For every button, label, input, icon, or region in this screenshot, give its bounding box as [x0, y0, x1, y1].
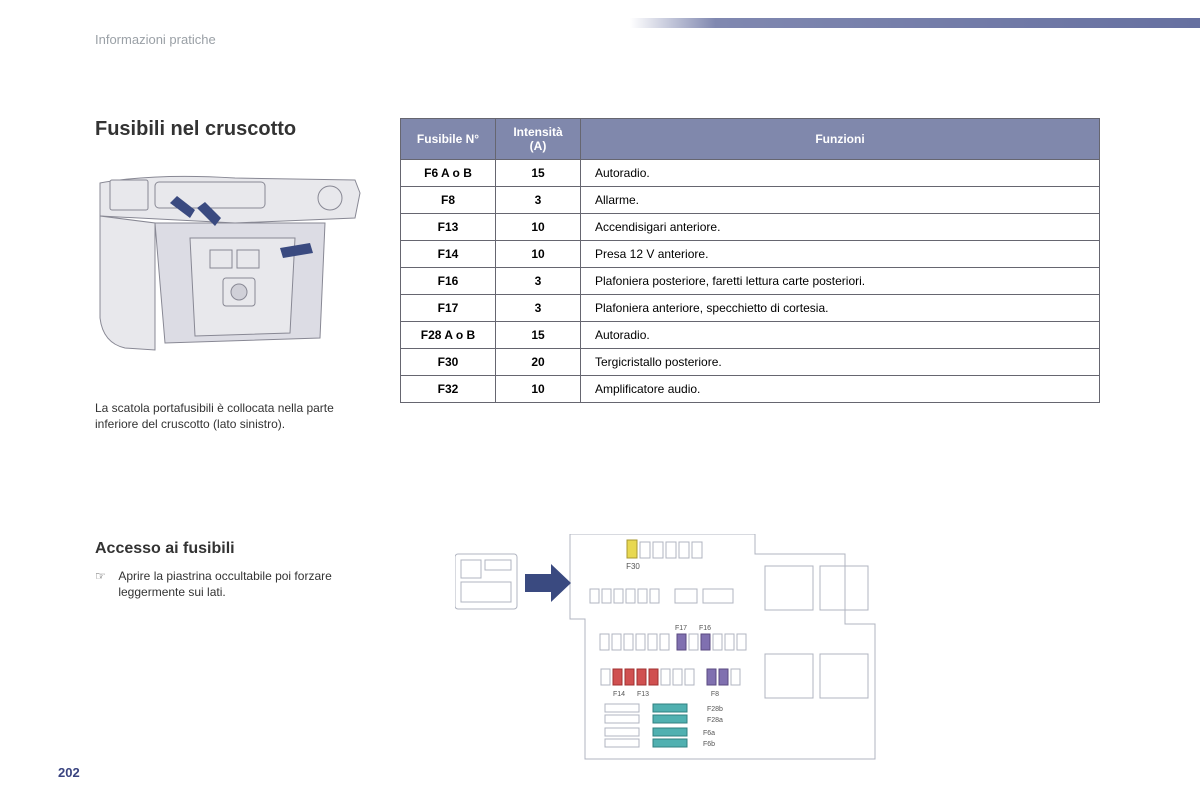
cell-intensity: 3 — [496, 295, 581, 322]
cell-function: Amplificatore audio. — [581, 376, 1100, 403]
header-accent-bar — [630, 18, 1200, 28]
cell-fuse: F30 — [401, 349, 496, 376]
svg-text:F30: F30 — [626, 562, 640, 571]
svg-text:F16: F16 — [699, 625, 711, 632]
cell-fuse: F13 — [401, 214, 496, 241]
th-fuse: Fusibile N° — [401, 119, 496, 160]
svg-text:F17: F17 — [675, 625, 687, 632]
cell-intensity: 10 — [496, 214, 581, 241]
table-row: F1310Accendisigari anteriore. — [401, 214, 1100, 241]
cell-function: Autoradio. — [581, 322, 1100, 349]
page-title: Fusibili nel cruscotto — [95, 118, 296, 141]
cell-fuse: F8 — [401, 187, 496, 214]
cell-fuse: F17 — [401, 295, 496, 322]
cell-fuse: F14 — [401, 241, 496, 268]
table-row: F3210Amplificatore audio. — [401, 376, 1100, 403]
table-row: F6 A o B15Autoradio. — [401, 160, 1100, 187]
cell-intensity: 3 — [496, 268, 581, 295]
subsection-title: Accesso ai fusibili — [95, 540, 235, 558]
cell-function: Allarme. — [581, 187, 1100, 214]
cell-function: Presa 12 V anteriore. — [581, 241, 1100, 268]
cell-function: Accendisigari anteriore. — [581, 214, 1100, 241]
cell-fuse: F32 — [401, 376, 496, 403]
cell-intensity: 15 — [496, 322, 581, 349]
illustration-caption: La scatola portafusibili è collocata nel… — [95, 400, 375, 432]
cell-intensity: 10 — [496, 376, 581, 403]
cell-intensity: 15 — [496, 160, 581, 187]
cell-intensity: 20 — [496, 349, 581, 376]
table-row: F173Plafoniera anteriore, specchietto di… — [401, 295, 1100, 322]
table-row: F163Plafoniera posteriore, faretti lettu… — [401, 268, 1100, 295]
cell-intensity: 10 — [496, 241, 581, 268]
cell-fuse: F28 A o B — [401, 322, 496, 349]
svg-text:F28a: F28a — [707, 717, 723, 724]
cell-fuse: F6 A o B — [401, 160, 496, 187]
cell-function: Plafoniera posteriore, faretti lettura c… — [581, 268, 1100, 295]
table-row: F3020Tergicristallo posteriore. — [401, 349, 1100, 376]
fuse-table: Fusibile N° Intensità (A) Funzioni F6 A … — [400, 118, 1100, 403]
table-row: F28 A o B15Autoradio. — [401, 322, 1100, 349]
instruction-line: ☞ Aprire la piastrina occultabile poi fo… — [95, 568, 385, 600]
table-row: F83Allarme. — [401, 187, 1100, 214]
svg-text:F13: F13 — [637, 691, 649, 698]
pointer-icon: ☞ — [95, 568, 115, 584]
cell-intensity: 3 — [496, 187, 581, 214]
svg-text:F6a: F6a — [703, 730, 715, 737]
cell-function: Plafoniera anteriore, specchietto di cor… — [581, 295, 1100, 322]
fuse-box-diagram: F30 F17 F16 F14 F13 F8 — [455, 534, 885, 764]
th-intensity: Intensità (A) — [496, 119, 581, 160]
svg-text:F8: F8 — [711, 691, 719, 698]
svg-text:F14: F14 — [613, 691, 625, 698]
th-functions: Funzioni — [581, 119, 1100, 160]
instruction-text: Aprire la piastrina occultabile poi forz… — [118, 568, 378, 600]
table-row: F1410Presa 12 V anteriore. — [401, 241, 1100, 268]
svg-text:F28b: F28b — [707, 706, 723, 713]
cell-fuse: F16 — [401, 268, 496, 295]
dashboard-illustration — [95, 168, 370, 368]
page-number: 202 — [58, 765, 80, 780]
section-label: Informazioni pratiche — [95, 32, 216, 47]
cell-function: Tergicristallo posteriore. — [581, 349, 1100, 376]
svg-text:F6b: F6b — [703, 741, 715, 748]
cell-function: Autoradio. — [581, 160, 1100, 187]
